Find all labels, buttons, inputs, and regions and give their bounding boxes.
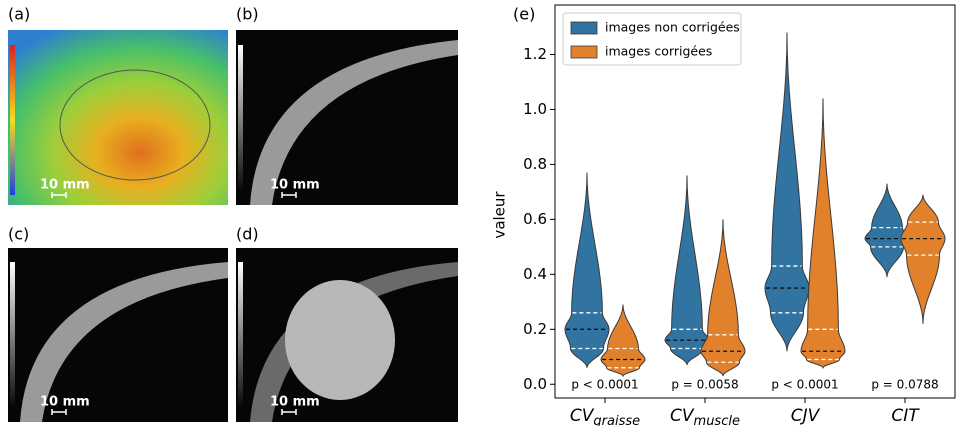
- legend-label: images corrigées: [605, 44, 712, 59]
- violin: [900, 194, 946, 324]
- panel-label: (b): [236, 5, 259, 24]
- legend-swatch: [570, 45, 598, 59]
- category-subscript: graisse: [593, 414, 640, 426]
- p-value-annotation: p < 0.0001: [571, 378, 638, 392]
- colorbar: [238, 45, 243, 195]
- category-main: CIT: [891, 406, 920, 426]
- panel-label: (a): [8, 5, 30, 24]
- violin: [800, 98, 846, 370]
- violin: [864, 183, 910, 278]
- violin: [700, 219, 746, 377]
- y-axis-label: valeur: [491, 191, 509, 239]
- mri-skin: [20, 262, 228, 422]
- scale-label: 10 mm: [270, 395, 320, 410]
- x-tick-label: CVgraisse: [570, 406, 640, 426]
- violin: [664, 175, 710, 366]
- panel-label: (c): [8, 225, 29, 244]
- mri-skin: [250, 40, 458, 205]
- contour: [59, 69, 211, 181]
- image-panels: (a) (b) (c) (d) 10 mm 10 mm 10 mm 10 mm: [8, 5, 458, 422]
- y-tick-label: 0.0: [523, 375, 547, 393]
- p-value-annotation: p = 0.0788: [871, 378, 938, 392]
- x-tick-label: CVmuscle: [670, 406, 740, 426]
- y-tick-label: 0.4: [523, 265, 547, 283]
- y-tick-label: 0.2: [523, 320, 547, 338]
- panel-label: (d): [236, 225, 259, 244]
- legend-box: [562, 12, 742, 66]
- colorbar: [238, 262, 243, 412]
- scale-label: 10 mm: [270, 178, 320, 193]
- panel-label: (e): [513, 5, 535, 24]
- y-tick-label: 0.6: [523, 210, 547, 228]
- category-subscript: muscle: [694, 414, 740, 426]
- y-tick-label: 1.2: [523, 45, 547, 63]
- scale-label: 10 mm: [40, 395, 90, 410]
- x-tick-label: CJV: [791, 406, 821, 426]
- colorbar: [10, 262, 15, 412]
- legend-label: images non corrigées: [605, 20, 740, 35]
- p-value-annotation: p = 0.0058: [671, 378, 738, 392]
- colorbar: [10, 45, 15, 195]
- violin: [564, 172, 610, 368]
- p-value-annotation: p < 0.0001: [771, 378, 838, 392]
- mri-lesion: [285, 280, 395, 400]
- y-tick-label: 0.8: [523, 155, 547, 173]
- y-tick-label: 1.0: [523, 100, 547, 118]
- axes-frame: [554, 4, 956, 399]
- violin-chart: (e) valeur 0.00.20.40.60.81.01.2CVgraiss…: [491, 4, 956, 426]
- scale-bar: [51, 192, 297, 415]
- category-main: CJV: [791, 406, 821, 426]
- violin: [600, 304, 646, 378]
- legend-swatch: [570, 21, 598, 35]
- heatmap-image: [8, 30, 228, 205]
- x-tick-label: CIT: [891, 406, 920, 426]
- category-main: CV: [670, 406, 695, 426]
- scale-label: 10 mm: [40, 178, 90, 193]
- category-main: CV: [570, 406, 595, 426]
- violin: [764, 32, 810, 352]
